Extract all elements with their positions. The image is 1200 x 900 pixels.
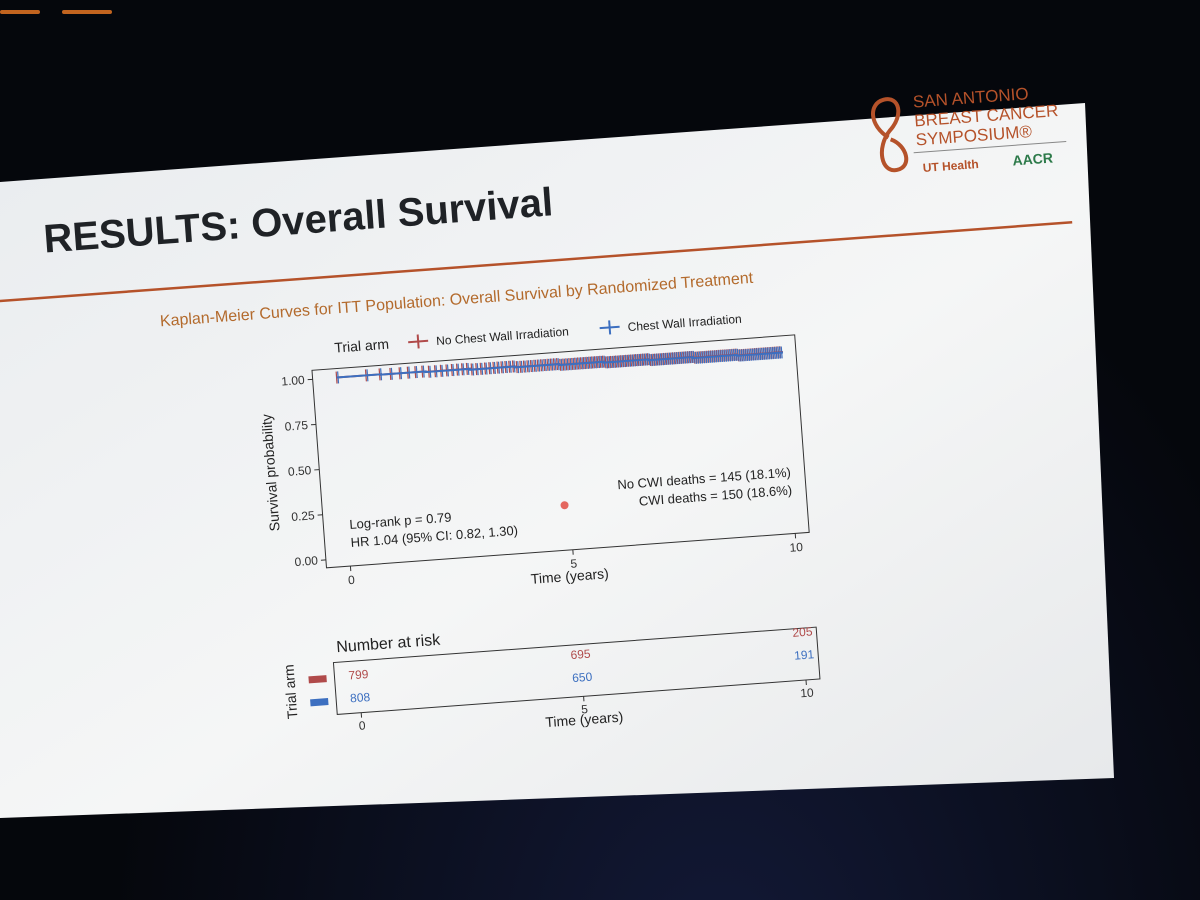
risk-row-cwi-swatch	[310, 698, 329, 707]
km-y-tick-label-3: 0.75	[284, 418, 309, 434]
km-y-axis: 0.00 0.25 0.50 0.75 1.00	[281, 373, 326, 569]
legend-no-cwi-tick	[416, 334, 420, 349]
risk-x-tick-label-2: 10	[800, 685, 815, 700]
km-y-tick-label-0: 0.00	[294, 553, 319, 569]
risk-table-frame	[332, 626, 821, 715]
km-x-axis-label: Time (years)	[530, 565, 609, 587]
risk-x-axis: 0 5 10	[358, 679, 815, 733]
logo-divider	[913, 140, 1067, 154]
symposium-logo: SAN ANTONIO BREAST CANCER SYMPOSIUM® UT …	[871, 84, 1067, 175]
logo-partner-1: UT Health	[922, 157, 979, 175]
km-y-tick-label-1: 0.25	[291, 508, 316, 524]
km-x-tick-label-2: 10	[789, 540, 804, 555]
logrank-p-annotation: Log-rank p = 0.79	[349, 510, 452, 532]
risk-y-axis-label: Trial arm	[280, 664, 300, 720]
logo-partner-2: AACR	[1012, 150, 1054, 169]
risk-row-no-cwi-swatch	[308, 675, 327, 684]
risk-x-axis-label: Time (years)	[545, 708, 624, 730]
risk-cell-1-0: 808	[350, 690, 371, 705]
km-series-lines	[336, 351, 784, 379]
km-x-tick-label-1: 5	[570, 556, 578, 570]
risk-cell-0-0: 799	[348, 667, 369, 682]
risk-x-tick-label-0: 0	[358, 718, 366, 732]
legend-title: Trial arm	[334, 336, 390, 356]
stage-lights	[0, 0, 160, 40]
km-x-tick-label-0: 0	[348, 573, 356, 587]
risk-cell-0-2: 205	[792, 624, 813, 639]
laser-pointer-dot	[560, 501, 569, 510]
ribbon-logo-icon	[871, 97, 909, 173]
risk-cell-1-2: 191	[794, 647, 815, 662]
risk-cell-1-1: 650	[572, 670, 593, 685]
km-series-line-1	[336, 351, 784, 379]
risk-cell-0-1: 695	[570, 647, 591, 662]
km-x-axis: 0 5 10	[348, 533, 804, 587]
km-y-tick-label-2: 0.50	[287, 463, 312, 479]
title-divider	[0, 221, 1073, 304]
risk-table-cells: 799 695 205 808 650 191	[348, 624, 815, 705]
km-y-tick-label-4: 1.00	[281, 373, 306, 389]
risk-x-tick-label-1: 5	[581, 702, 589, 716]
legend-cwi-tick	[608, 320, 612, 335]
